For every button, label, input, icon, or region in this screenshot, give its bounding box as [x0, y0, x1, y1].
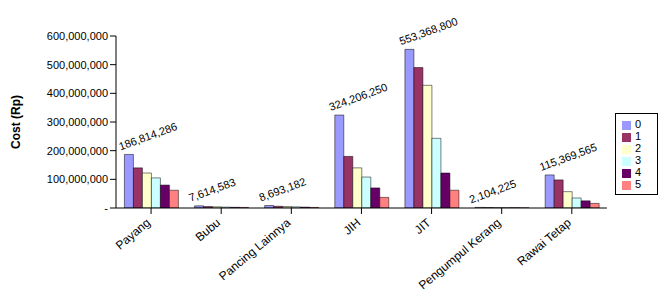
svg-text:Bubu: Bubu [193, 216, 223, 245]
svg-text:200,000,000: 200,000,000 [47, 145, 108, 157]
svg-text:Cost (Rp): Cost (Rp) [9, 95, 23, 149]
html-text:2: 2 [634, 142, 641, 154]
html-text:0: 0 [634, 118, 641, 130]
svg-text:400,000,000: 400,000,000 [47, 87, 108, 99]
svg-text:Payang: Payang [113, 216, 153, 253]
svg-text:JIH: JIH [341, 216, 364, 238]
svg-text:JIT: JIT [412, 215, 434, 237]
svg-text:8,693,182: 8,693,182 [257, 175, 307, 203]
html-text:1: 1 [634, 130, 641, 142]
svg-text:553,368,800: 553,368,800 [397, 15, 459, 47]
svg-text:100,000,000: 100,000,000 [47, 173, 108, 185]
html-text:3: 3 [634, 154, 641, 166]
html-text:5: 5 [634, 178, 641, 190]
html-text:4: 4 [634, 166, 641, 178]
svg-text:324,206,250: 324,206,250 [327, 81, 389, 113]
svg-text:500,000,000: 500,000,000 [47, 59, 108, 71]
svg-text:115,369,565: 115,369,565 [538, 141, 599, 173]
svg-text:300,000,000: 300,000,000 [47, 116, 108, 128]
svg-text:Rawai Tetap: Rawai Tetap [514, 215, 574, 268]
svg-text:Pancing Lainnya: Pancing Lainnya [216, 215, 293, 283]
svg-text:600,000,000: 600,000,000 [47, 30, 108, 42]
svg-text:-: - [104, 202, 108, 214]
svg-text:186,814,286: 186,814,286 [117, 120, 179, 152]
svg-text:7,614,583: 7,614,583 [187, 176, 237, 204]
svg-text:2,104,225: 2,104,225 [468, 177, 518, 205]
svg-text:Pengumpul Kerang: Pengumpul Kerang [416, 216, 504, 293]
